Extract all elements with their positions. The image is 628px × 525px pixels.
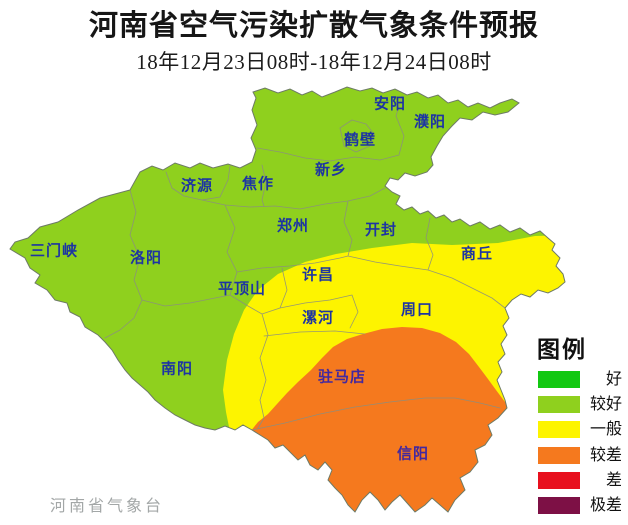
legend-swatch bbox=[538, 396, 580, 414]
legend-label: 差 bbox=[605, 471, 622, 489]
legend-swatch bbox=[538, 497, 580, 514]
district-border-lines bbox=[104, 95, 506, 431]
city-label-13: 平顶山 bbox=[217, 281, 267, 298]
legend-label: 好 bbox=[605, 371, 622, 388]
city-label-9: 三门峡 bbox=[29, 243, 79, 260]
city-label-14: 周口 bbox=[400, 302, 434, 319]
city-label-2: 濮阳 bbox=[413, 114, 447, 131]
legend-label: 一般 bbox=[589, 421, 622, 439]
legend-swatch bbox=[538, 371, 580, 388]
city-label-7: 郑州 bbox=[276, 218, 310, 235]
city-label-4: 新乡 bbox=[314, 162, 348, 179]
legend-label: 较差 bbox=[589, 446, 622, 464]
city-label-8: 开封 bbox=[364, 222, 398, 239]
city-label-12: 许昌 bbox=[301, 267, 335, 284]
city-label-18: 信阳 bbox=[396, 446, 430, 463]
city-label-16: 南阳 bbox=[160, 361, 194, 378]
legend-swatch bbox=[538, 421, 580, 439]
legend-title: 图例 bbox=[537, 337, 587, 362]
city-label-10: 洛阳 bbox=[129, 250, 163, 267]
city-label-3: 鹤壁 bbox=[343, 132, 377, 149]
city-label-6: 焦作 bbox=[241, 176, 275, 193]
legend-label: 较好 bbox=[589, 396, 622, 414]
city-label-11: 商丘 bbox=[460, 246, 494, 263]
footer-credit: 河南省气象台 bbox=[50, 498, 165, 515]
city-label-15: 漯河 bbox=[301, 310, 335, 327]
legend-swatch bbox=[538, 446, 580, 464]
city-label-5: 济源 bbox=[180, 178, 214, 195]
city-label-1: 安阳 bbox=[373, 96, 407, 113]
page-subtitle: 18年12月23日08时-18年12月24日08时 bbox=[136, 50, 492, 74]
city-label-17: 驻马店 bbox=[317, 369, 367, 386]
page-title: 河南省空气污染扩散气象条件预报 bbox=[88, 10, 539, 42]
legend-swatch bbox=[538, 471, 580, 489]
legend-label: 极差 bbox=[589, 497, 622, 514]
